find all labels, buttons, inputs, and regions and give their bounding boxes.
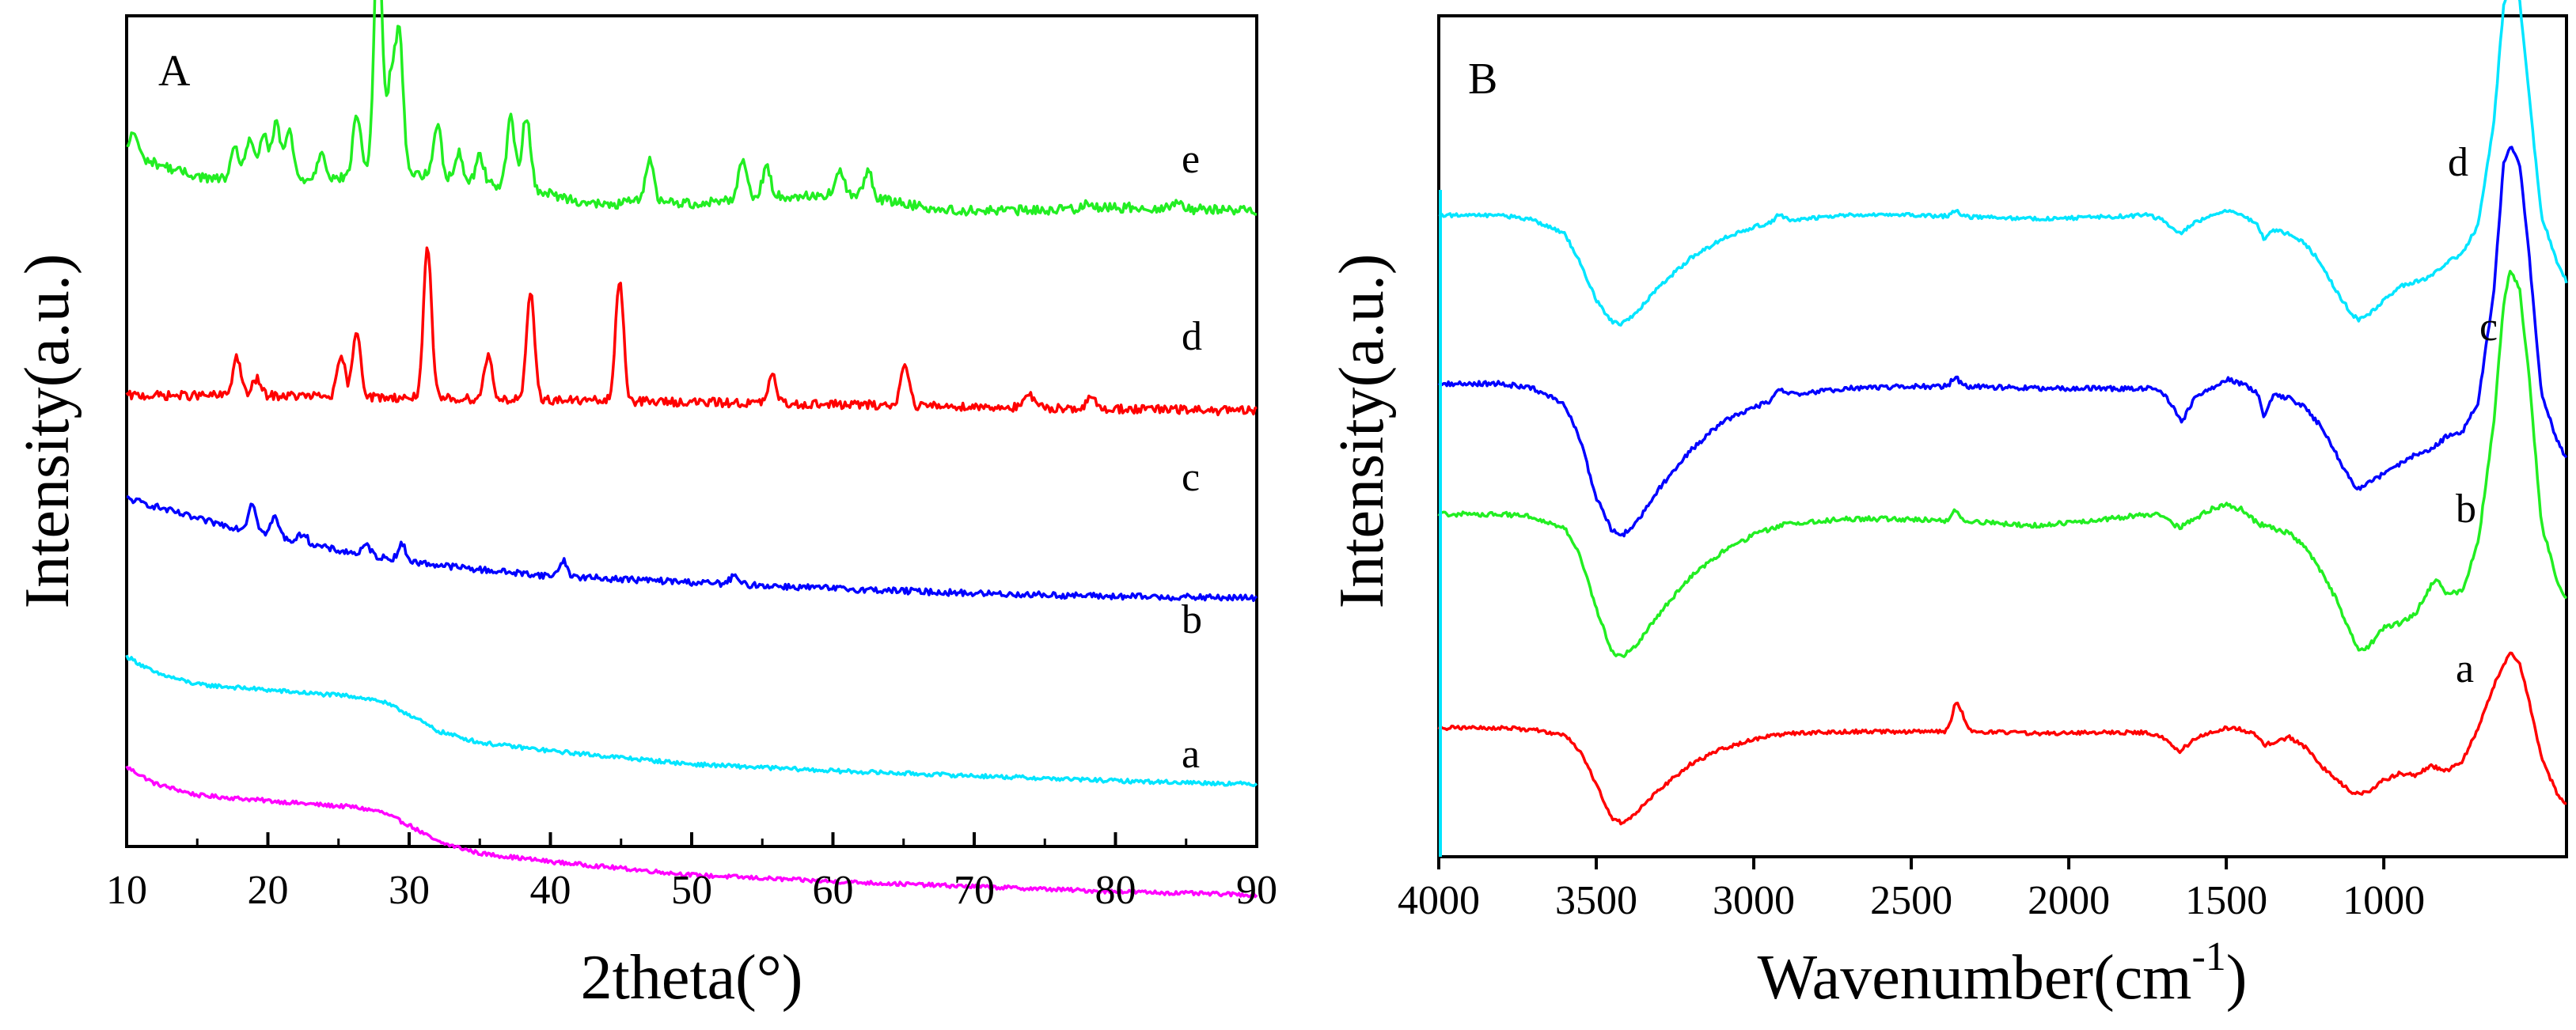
- panel-b-x-tick-label: 2000: [2028, 878, 2110, 923]
- panel-a-curve-label-a: a: [1182, 732, 1200, 777]
- panel-b-curve-label-b: b: [2456, 487, 2476, 532]
- panel-b-series-group: [1437, 0, 2568, 857]
- panel-a-series-group: [125, 0, 1258, 899]
- panel-b-series-b: [1437, 270, 2568, 658]
- panel-a-x-tick-label: 70: [954, 868, 995, 913]
- panel-a-label: A: [158, 47, 191, 96]
- panel-a-x-ticks: 10 20 30 40 50 60 70 80 90: [106, 832, 1277, 913]
- panel-a-x-axis-label: 2theta(°): [581, 943, 803, 1013]
- panel-a-x-tick-label: 90: [1236, 868, 1277, 913]
- panel-a-x-tick-label: 80: [1095, 868, 1136, 913]
- panel-b-x-tick-label: 3000: [1713, 878, 1795, 923]
- panel-b-x-tick-label: 1000: [2343, 878, 2425, 923]
- panel-b-curve-label-a: a: [2456, 646, 2474, 691]
- panel-b-x-axis-label-sup: -1: [2191, 934, 2225, 979]
- panel-b-x-axis-label: Wavenumber(cm-1): [1758, 934, 2248, 1013]
- panel-a-xrd-chart: 10 20 30 40 50 60 70 80 90 A 2theta(°) Intensity…: [13, 0, 1277, 1013]
- panel-b-x-axis-label-tail: ): [2226, 943, 2248, 1013]
- panel-a-series-b: [125, 654, 1258, 788]
- panel-b-ftir-chart: 4000 3500 3000 2500 2000 1500 1000 B Wavenumbe…: [1327, 0, 2568, 1013]
- panel-a-frame: [125, 14, 1258, 848]
- panel-b-y-axis-label: Intensity(a.u.): [1327, 254, 1397, 609]
- panel-b-series-d: [1438, 0, 2568, 327]
- panel-a-curve-label-c: c: [1182, 455, 1200, 500]
- panel-a-x-tick-label: 40: [530, 868, 571, 913]
- panel-b-x-tick-label: 2500: [1870, 878, 1952, 923]
- panel-a-x-tick-label: 20: [248, 868, 289, 913]
- panel-a-x-tick-label: 50: [671, 868, 712, 913]
- panel-b-curve-label-d: d: [2448, 140, 2468, 185]
- panel-a-series-a: [125, 765, 1258, 899]
- panel-b-x-tick-label: 3500: [1555, 878, 1637, 923]
- panel-b-x-axis-label-main: Wavenumber(cm: [1758, 943, 2192, 1013]
- panel-b-series-c: [1437, 146, 2568, 538]
- panel-a-series-c: [126, 494, 1258, 602]
- panel-b-x-tick-label: 4000: [1398, 878, 1480, 923]
- panel-b-label: B: [1468, 55, 1497, 104]
- panel-b-series-a: [1437, 651, 2567, 826]
- panel-a-y-axis-label: Intensity(a.u.): [13, 254, 82, 609]
- panel-a-curve-label-b: b: [1182, 597, 1202, 642]
- panel-a-curve-label-e: e: [1182, 137, 1200, 182]
- panel-a-series-e: [126, 0, 1257, 217]
- panel-a-x-tick-label: 60: [813, 868, 854, 913]
- panel-b-x-tick-label: 1500: [2185, 878, 2267, 923]
- panel-a-curve-label-d: d: [1182, 314, 1202, 359]
- panel-a-x-tick-label: 10: [106, 868, 147, 913]
- panel-a-x-tick-label: 30: [389, 868, 430, 913]
- panel-a-series-d: [125, 246, 1258, 417]
- panel-b-x-ticks: 4000 3500 3000 2500 2000 1500 1000: [1398, 857, 2425, 923]
- panel-b-curve-label-c: c: [2479, 305, 2498, 350]
